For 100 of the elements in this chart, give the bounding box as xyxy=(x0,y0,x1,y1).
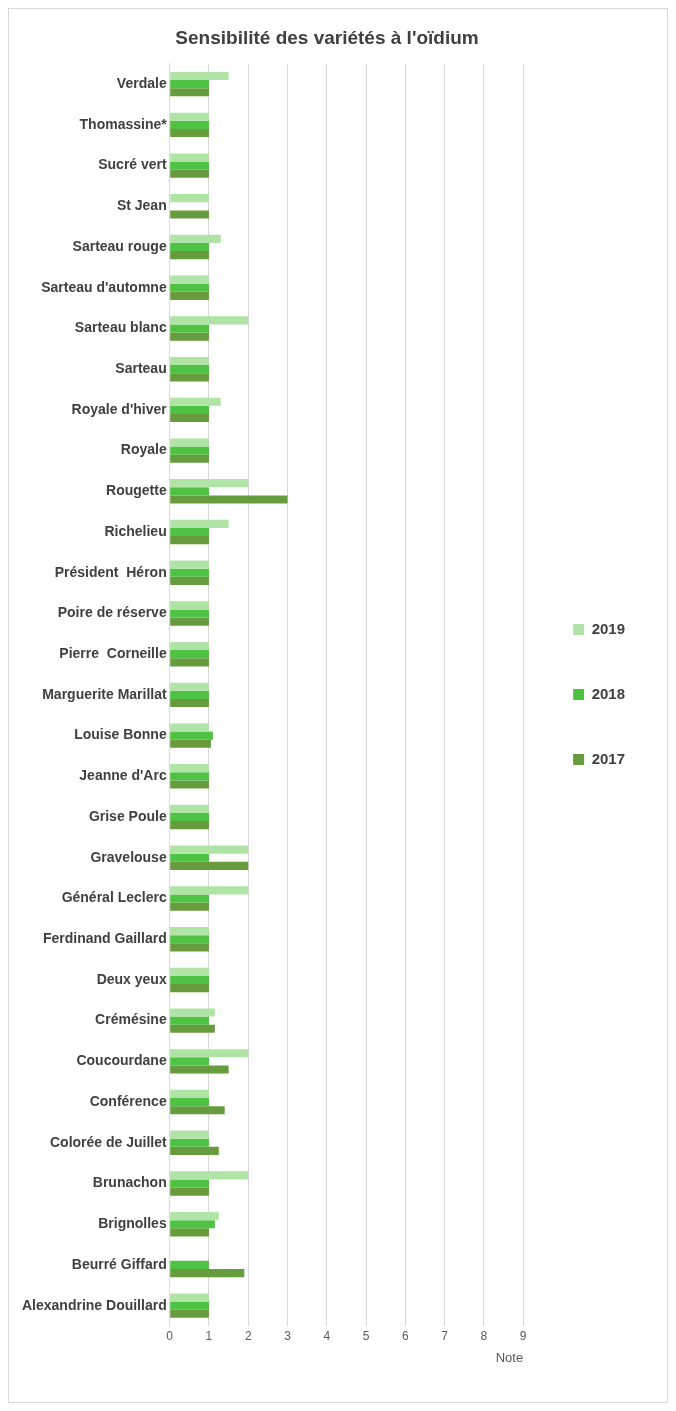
bar xyxy=(170,88,209,97)
bar xyxy=(170,1220,215,1229)
bar xyxy=(170,120,209,129)
bar xyxy=(170,210,209,219)
bar xyxy=(170,283,209,292)
bar xyxy=(170,71,229,81)
bar xyxy=(170,682,209,691)
bar xyxy=(170,1301,209,1310)
bar xyxy=(170,161,209,170)
bar xyxy=(170,1179,209,1188)
bar xyxy=(170,332,209,341)
bar xyxy=(170,1008,215,1017)
x-tick-label: 7 xyxy=(441,1328,449,1343)
x-tick-label: 4 xyxy=(323,1328,331,1343)
y-tick-label: Brignolles xyxy=(98,1215,167,1232)
bar xyxy=(170,1269,245,1278)
y-tick-label: Général Leclerc xyxy=(61,889,167,906)
bar xyxy=(170,617,209,626)
bar xyxy=(170,568,209,577)
bar xyxy=(170,454,209,463)
bar xyxy=(170,886,249,895)
bar xyxy=(170,1065,229,1074)
y-tick-label: Sucré vert xyxy=(98,156,168,173)
bar xyxy=(170,1106,225,1115)
bar xyxy=(170,772,209,781)
bar xyxy=(170,943,209,952)
x-tick-label: 1 xyxy=(205,1328,213,1343)
bar xyxy=(170,519,229,528)
y-tick-label: Thomassine* xyxy=(79,115,168,132)
bar xyxy=(170,169,209,178)
y-tick-label: Alexandrine Douillard xyxy=(21,1296,167,1313)
bar xyxy=(170,112,209,121)
y-tick-label: Richelieu xyxy=(104,522,167,539)
bar xyxy=(170,153,209,162)
bar xyxy=(170,650,209,659)
bar xyxy=(170,324,209,333)
y-tick-label: Beurré Giffard xyxy=(71,1255,167,1272)
bar xyxy=(170,1309,209,1318)
bar xyxy=(170,983,209,993)
y-tick-label: Colorée de Juillet xyxy=(49,1133,168,1150)
bar xyxy=(170,1293,209,1302)
bar xyxy=(170,397,221,406)
bar xyxy=(170,1016,209,1025)
x-tick-label: 0 xyxy=(166,1328,174,1343)
y-tick-label: Ferdinand Gaillard xyxy=(42,930,167,947)
bar xyxy=(170,1211,219,1221)
bar xyxy=(170,413,209,423)
bar xyxy=(170,902,209,911)
x-tick-label: 6 xyxy=(401,1328,409,1343)
y-tick-label: Jeanne d'Arc xyxy=(79,767,167,784)
bar xyxy=(170,926,209,936)
bar xyxy=(170,861,249,870)
bar xyxy=(170,1228,209,1237)
y-tick-label: Crémésine xyxy=(95,1011,167,1028)
chart-title: Sensibilité des variétés à l'oïdium xyxy=(175,26,479,48)
y-tick-label: St Jean xyxy=(116,197,167,214)
x-tick-label: 3 xyxy=(284,1328,292,1343)
bar xyxy=(170,446,209,455)
x-tick-label: 5 xyxy=(362,1328,370,1343)
bar xyxy=(170,405,209,414)
y-tick-label: Rougette xyxy=(106,482,167,499)
bar xyxy=(170,935,209,944)
bar xyxy=(170,291,209,300)
bar xyxy=(170,275,209,284)
y-tick-label: Pierre Corneille xyxy=(59,645,167,662)
bar xyxy=(170,812,209,822)
bar xyxy=(170,1138,209,1147)
y-tick-label: Président Héron xyxy=(54,563,167,580)
bar xyxy=(170,601,209,610)
legend-label: 2019 xyxy=(591,619,626,637)
bar xyxy=(170,739,211,748)
bar xyxy=(170,804,209,813)
bar xyxy=(170,821,209,830)
bar xyxy=(170,479,249,488)
bar xyxy=(170,1049,249,1058)
y-tick-label: Marguerite Marillat xyxy=(42,685,168,702)
bar xyxy=(170,1097,209,1107)
bar xyxy=(170,80,209,89)
bar xyxy=(170,609,209,618)
x-tick-label: 2 xyxy=(244,1328,252,1343)
bar xyxy=(170,560,209,569)
bar xyxy=(170,1146,219,1155)
bar xyxy=(170,1089,209,1098)
legend-label: 2018 xyxy=(591,684,626,702)
y-tick-label: Coucourdane xyxy=(76,1052,167,1069)
bar xyxy=(170,845,249,854)
bar xyxy=(170,487,209,496)
bar xyxy=(170,1057,209,1066)
bar xyxy=(170,853,209,862)
y-tick-label: Sarteau xyxy=(115,360,167,377)
y-tick-label: Royale xyxy=(120,441,167,458)
y-tick-label: Sarteau d'automne xyxy=(41,278,167,295)
y-tick-label: Poire de réserve xyxy=(57,604,167,621)
bar xyxy=(170,641,209,651)
bar xyxy=(170,723,209,732)
legend-label: 2017 xyxy=(591,749,626,767)
bar xyxy=(170,967,209,976)
bar xyxy=(170,658,209,667)
bar xyxy=(170,373,209,382)
bar xyxy=(170,128,209,138)
